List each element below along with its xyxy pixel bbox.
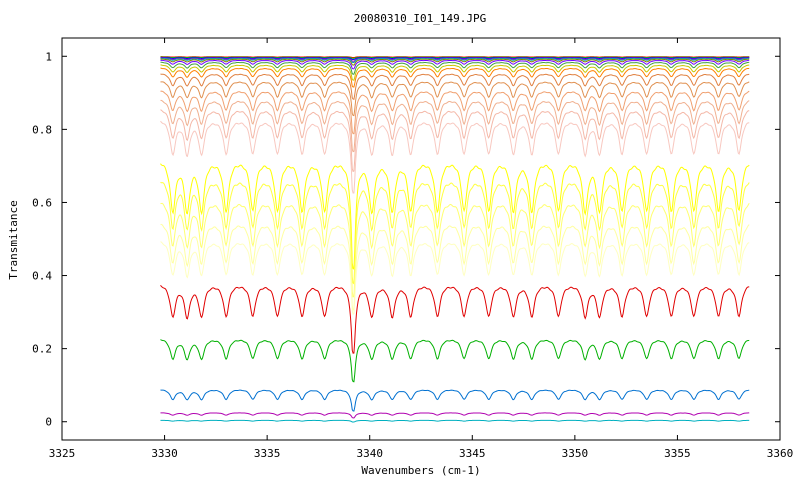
series-line — [160, 109, 750, 173]
series-line — [160, 285, 750, 354]
series-line — [160, 241, 750, 315]
x-tick-label: 3360 — [767, 447, 794, 460]
y-tick-label: 0.6 — [32, 196, 52, 209]
series-line — [160, 59, 750, 70]
axis-ticks: 3325 3330 3335 3340 3345 3350 3355 3360 0 0.2 0.4 0… — [32, 38, 793, 460]
series-line — [160, 64, 750, 81]
series-line — [160, 389, 750, 412]
series-line — [160, 99, 750, 153]
y-tick-label: 1 — [45, 50, 52, 63]
y-tick-label: 0 — [45, 416, 52, 429]
series-group — [160, 56, 750, 423]
x-tick-label: 3340 — [356, 447, 383, 460]
series-line — [160, 339, 750, 383]
series-line — [160, 181, 750, 285]
series-line — [160, 58, 750, 66]
y-tick-label: 0.2 — [32, 343, 52, 356]
series-line — [160, 73, 750, 100]
chart-title: 20080310_I01_149.JPG — [354, 12, 486, 25]
series-line — [160, 223, 750, 311]
series-line — [160, 412, 750, 419]
series-line — [160, 61, 750, 75]
x-axis-label: Wavenumbers (cm-1) — [361, 464, 480, 477]
series-line — [160, 419, 750, 423]
x-tick-label: 3325 — [49, 447, 76, 460]
series-line — [160, 120, 750, 194]
series-line — [160, 81, 750, 117]
series-line — [160, 163, 750, 271]
y-tick-label: 0.4 — [32, 270, 52, 283]
y-axis-label: Transmitance — [7, 200, 20, 279]
x-tick-label: 3345 — [459, 447, 486, 460]
y-tick-label: 0.8 — [32, 123, 52, 136]
x-tick-label: 3335 — [254, 447, 281, 460]
series-line — [160, 202, 750, 298]
series-line — [160, 57, 750, 64]
x-tick-label: 3330 — [151, 447, 178, 460]
x-tick-label: 3350 — [562, 447, 589, 460]
series-line — [160, 90, 750, 135]
x-tick-label: 3355 — [664, 447, 691, 460]
series-line — [160, 67, 750, 88]
